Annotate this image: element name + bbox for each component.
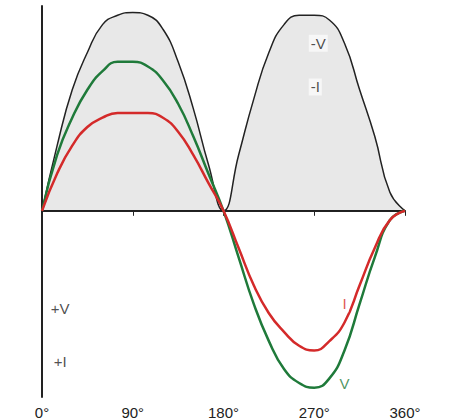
svg-text:+I: +I <box>54 353 67 370</box>
svg-text:0°: 0° <box>35 404 49 420</box>
svg-text:360°: 360° <box>389 404 420 420</box>
svg-text:-V: -V <box>311 35 326 52</box>
svg-text:+V: +V <box>51 300 70 317</box>
svg-text:I: I <box>342 295 346 312</box>
svg-text:90°: 90° <box>121 404 144 420</box>
svg-text:180°: 180° <box>208 404 239 420</box>
svg-text:-I: -I <box>311 78 320 95</box>
svg-text:V: V <box>339 375 349 392</box>
svg-text:270°: 270° <box>299 404 330 420</box>
